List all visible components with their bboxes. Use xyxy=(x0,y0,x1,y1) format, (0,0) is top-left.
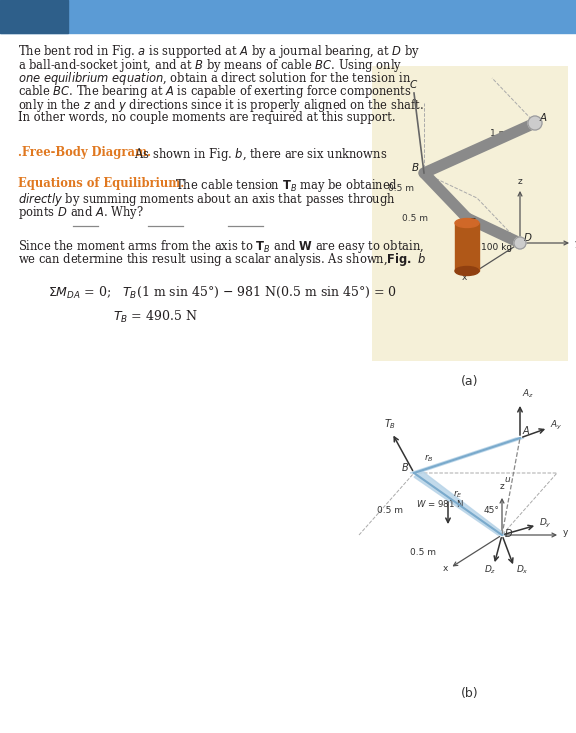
Text: 0.5 m: 0.5 m xyxy=(402,214,428,223)
Bar xyxy=(372,66,568,361)
Text: As shown in Fig. $b$, there are six unknowns: As shown in Fig. $b$, there are six unkn… xyxy=(131,146,387,163)
Text: $A_y$: $A_y$ xyxy=(550,419,563,432)
Text: 45°: 45° xyxy=(484,506,500,515)
Text: B: B xyxy=(402,463,409,473)
Text: u: u xyxy=(504,476,510,485)
Text: 100 kg: 100 kg xyxy=(481,243,512,251)
Text: C: C xyxy=(410,80,417,90)
Circle shape xyxy=(514,237,526,249)
Text: 0.5 m: 0.5 m xyxy=(410,548,436,557)
Text: $D_y$: $D_y$ xyxy=(539,517,552,529)
Bar xyxy=(455,223,479,271)
Text: 0.5 m: 0.5 m xyxy=(377,506,403,515)
Polygon shape xyxy=(414,471,506,535)
Text: $D_x$: $D_x$ xyxy=(516,564,529,576)
Text: a ball-and-socket joint, and at $B$ by means of cable $BC$. Using only: a ball-and-socket joint, and at $B$ by m… xyxy=(18,56,403,73)
Polygon shape xyxy=(410,438,524,473)
Text: (b): (b) xyxy=(461,687,479,700)
Text: $\it{one\ equilibrium\ equation}$, obtain a direct solution for the tension in: $\it{one\ equilibrium\ equation}$, obtai… xyxy=(18,70,411,87)
Ellipse shape xyxy=(455,267,479,276)
Text: 0.5 m: 0.5 m xyxy=(388,184,414,193)
Text: The bent rod in Fig. $a$ is supported at $A$ by a journal bearing, at $D$ by: The bent rod in Fig. $a$ is supported at… xyxy=(18,43,420,60)
Text: D: D xyxy=(505,529,513,539)
Text: .Free-Body Diagram.: .Free-Body Diagram. xyxy=(18,146,151,159)
Text: y: y xyxy=(562,528,568,537)
Text: E: E xyxy=(469,218,476,228)
Text: $A_z$: $A_z$ xyxy=(522,387,534,399)
Text: $\it{directly}$ by summing moments about an axis that passes through: $\it{directly}$ by summing moments about… xyxy=(18,191,396,207)
Text: Since the moment arms from the axis to $\mathbf{T}_B$ and $\mathbf{W}$ are easy : Since the moment arms from the axis to $… xyxy=(18,238,424,255)
Text: we can determine this result using a scalar analysis. As shown,$\mathbf{Fig.}$ $: we can determine this result using a sca… xyxy=(18,251,426,268)
Text: $D_z$: $D_z$ xyxy=(484,564,497,576)
Text: z: z xyxy=(499,482,505,491)
Text: cable $BC$. The bearing at $A$ is capable of exerting force components: cable $BC$. The bearing at $A$ is capabl… xyxy=(18,84,412,100)
Text: The cable tension $\mathbf{T}_B$ may be obtained: The cable tension $\mathbf{T}_B$ may be … xyxy=(168,177,398,194)
Text: points $D$ and $A$. Why?: points $D$ and $A$. Why? xyxy=(18,204,144,221)
Text: $T_B$: $T_B$ xyxy=(384,417,396,431)
Text: $W$ = 981 N: $W$ = 981 N xyxy=(416,498,464,509)
Text: x: x xyxy=(442,564,448,573)
Text: A: A xyxy=(523,426,529,436)
Bar xyxy=(0,0,576,33)
Text: A: A xyxy=(540,113,547,123)
Text: only in the $z$ and $y$ directions since it is properly aligned on the shaft.: only in the $z$ and $y$ directions since… xyxy=(18,97,424,114)
Text: y: y xyxy=(574,238,576,248)
Text: In other words, no couple moments are required at this support.: In other words, no couple moments are re… xyxy=(18,111,396,123)
Text: $\Sigma M_{DA}$ = 0;   $T_B$(1 m sin 45°) $-$ 981 N(0.5 m sin 45°) = 0: $\Sigma M_{DA}$ = 0; $T_B$(1 m sin 45°) … xyxy=(48,285,397,301)
Text: z: z xyxy=(518,177,522,186)
Ellipse shape xyxy=(455,218,479,227)
Text: Equations of Equilibrium.: Equations of Equilibrium. xyxy=(18,177,184,190)
Circle shape xyxy=(528,116,542,130)
Text: $r_E$: $r_E$ xyxy=(453,489,463,501)
Text: (a): (a) xyxy=(461,375,479,388)
Text: $T_B$ = 490.5 N: $T_B$ = 490.5 N xyxy=(113,309,198,325)
Text: B: B xyxy=(412,163,419,173)
Text: $r_B$: $r_B$ xyxy=(424,453,434,465)
Bar xyxy=(0,0,68,33)
Text: 1 m: 1 m xyxy=(490,129,507,138)
Text: D: D xyxy=(524,233,532,243)
Text: x: x xyxy=(461,273,467,282)
